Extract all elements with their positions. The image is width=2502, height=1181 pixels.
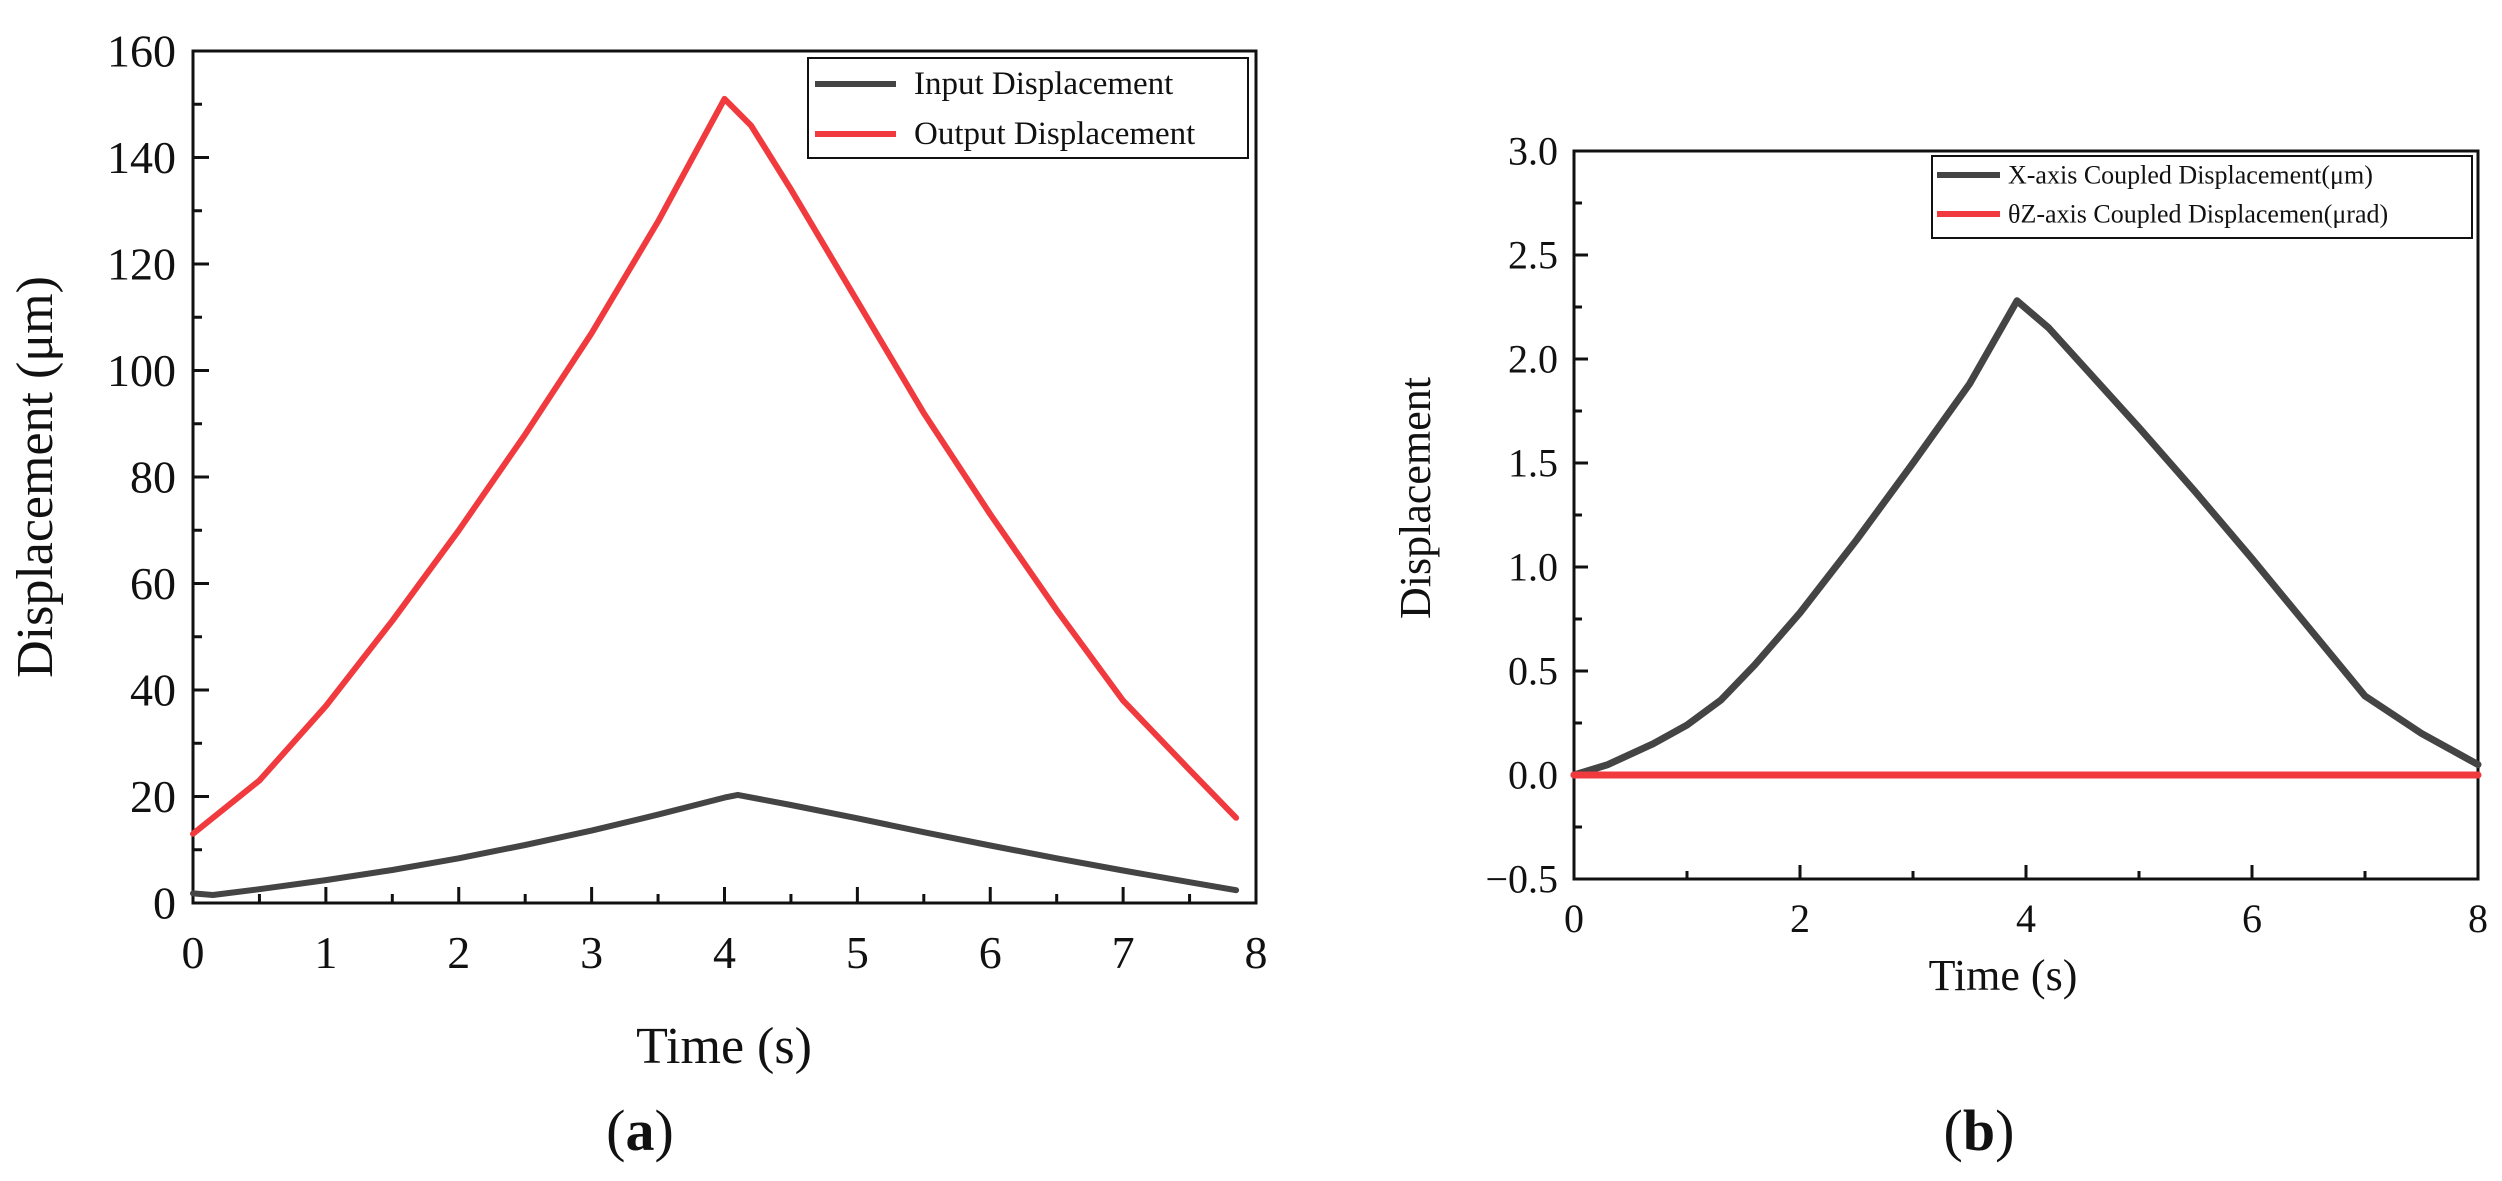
y-tick-label: 40 xyxy=(130,665,176,716)
legend-label: X-axis Coupled Displacement(μm) xyxy=(2008,161,2373,190)
legend-label: Input Displacement xyxy=(914,66,1173,102)
caption-paren-close: ) xyxy=(655,1098,674,1163)
legend: X-axis Coupled Displacement(μm) θZ-axis C… xyxy=(1931,155,2473,239)
y-tick-label: 3.0 xyxy=(1508,129,1558,174)
x-tick-label: 0 xyxy=(182,927,205,978)
chart-panel-b: 0 2 4 6 8 −0.5 0.0 0.5 1.0 1.5 2.0 2.5 3.0 Time (s) Di… xyxy=(1391,129,2488,1164)
series-line-1 xyxy=(190,791,1240,898)
x-tick-label: 2 xyxy=(1790,896,1810,941)
y-axis-title: Displacement (μm) xyxy=(7,276,64,678)
x-tick-label: 6 xyxy=(2242,896,2262,941)
y-tick-label: 20 xyxy=(130,771,176,822)
x-tick-label: 5 xyxy=(846,927,869,978)
x-tick-label: 4 xyxy=(713,927,736,978)
y-tick-label: 0.5 xyxy=(1508,649,1558,694)
y-tick-label: 160 xyxy=(107,26,176,77)
x-tick-label: 8 xyxy=(1245,927,1268,978)
x-axis-title: Time (s) xyxy=(636,1018,812,1075)
x-tick-label: 8 xyxy=(2468,896,2488,941)
y-tick-label: 0 xyxy=(153,878,176,929)
x-tick-label: 4 xyxy=(2016,896,2036,941)
legend-box xyxy=(1931,155,2473,239)
y-tick-label: −0.5 xyxy=(1485,857,1558,902)
caption-letter: a xyxy=(626,1098,655,1163)
y-tick-label: 2.0 xyxy=(1508,337,1558,382)
panel-caption: (a) xyxy=(606,1098,674,1163)
plot-frame xyxy=(191,49,1258,905)
y-tick-label: 1.5 xyxy=(1508,441,1558,486)
y-tick-label: 120 xyxy=(107,239,176,290)
plot-frame xyxy=(1572,149,2480,881)
series-line-2 xyxy=(190,95,1240,837)
panel-caption: (b) xyxy=(1944,1098,2015,1163)
caption-letter: b xyxy=(1963,1098,1995,1163)
y-tick-label: 140 xyxy=(107,132,176,183)
x-tick-label: 6 xyxy=(979,927,1002,978)
legend: Input Displacement Output Displacement xyxy=(807,57,1249,159)
x-tick-label: 3 xyxy=(580,927,603,978)
x-axis-title: Time (s) xyxy=(1929,951,2078,1000)
y-tick-label: 100 xyxy=(107,345,176,396)
y-tick-label: 60 xyxy=(130,558,176,609)
y-tick-label: 2.5 xyxy=(1508,233,1558,278)
x-tick-label: 1 xyxy=(314,927,337,978)
x-tick-label: 2 xyxy=(447,927,470,978)
legend-label: Output Displacement xyxy=(914,116,1195,152)
caption-paren-open: ( xyxy=(1944,1098,1963,1163)
caption-paren-open: ( xyxy=(606,1098,625,1163)
x-tick-label: 7 xyxy=(1112,927,1135,978)
y-tick-label: 1.0 xyxy=(1508,545,1558,590)
series-line-1 xyxy=(1570,297,2482,779)
legend-label: θZ-axis Coupled Displacemen(μrad) xyxy=(2008,200,2388,229)
caption-paren-close: ) xyxy=(1995,1098,2014,1163)
legend-box xyxy=(807,57,1249,159)
y-tick-label: 0.0 xyxy=(1508,753,1558,798)
y-tick-label: 80 xyxy=(130,452,176,503)
y-axis-title: Displacement xyxy=(1391,377,1440,619)
x-tick-label: 0 xyxy=(1564,896,1584,941)
